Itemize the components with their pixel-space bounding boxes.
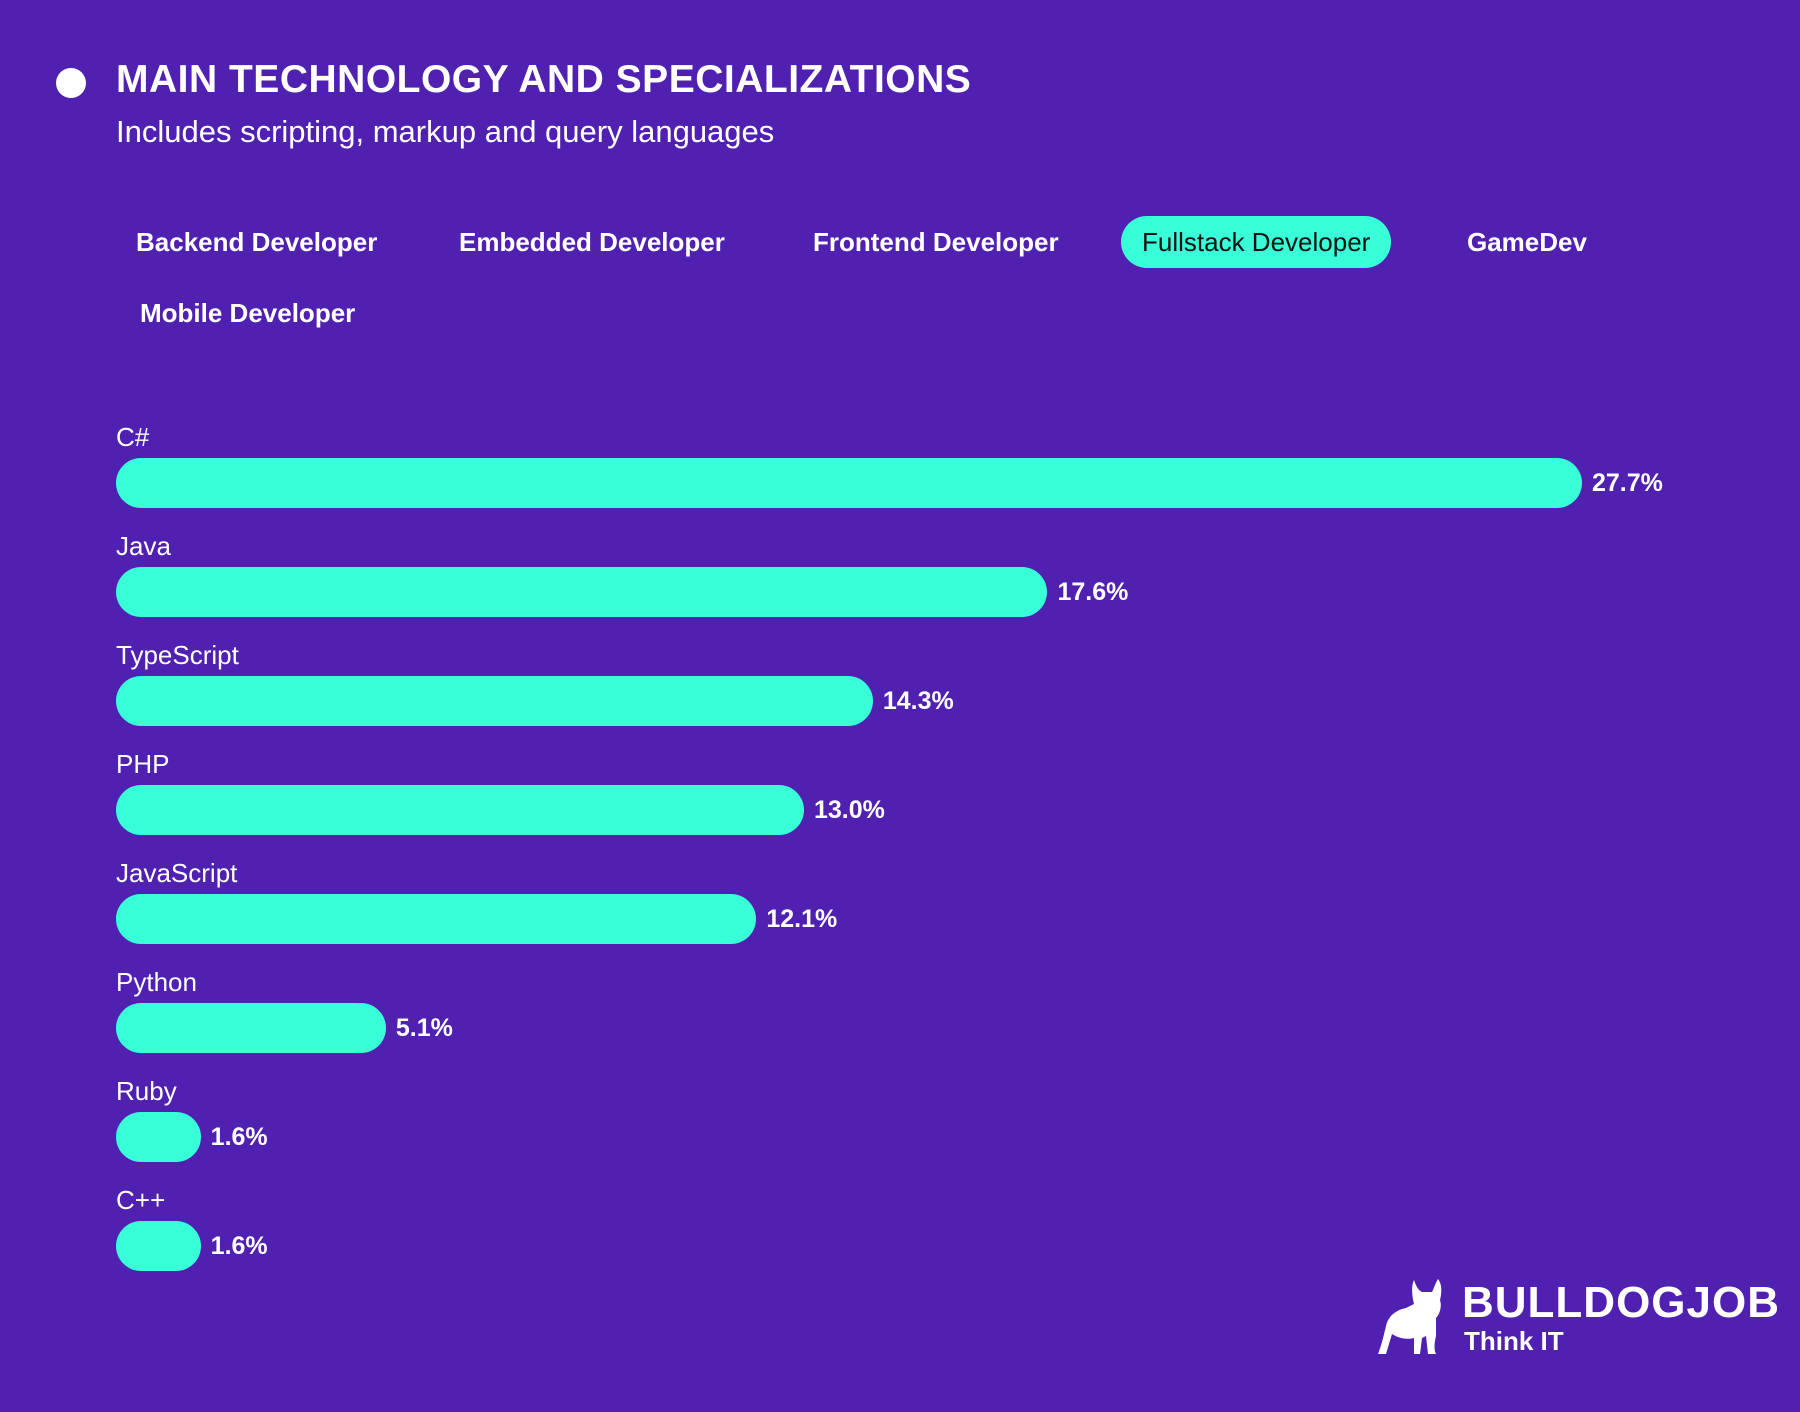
bar [116,1112,201,1162]
page-subtitle: Includes scripting, markup and query lan… [116,114,775,149]
bar [116,567,1048,617]
bar [116,1221,201,1271]
tab-fullstack-developer[interactable]: Fullstack Developer [1121,216,1392,268]
tab-embedded-developer[interactable]: Embedded Developer [459,227,725,257]
page-title: MAIN TECHNOLOGY AND SPECIALIZATIONS [116,58,972,101]
value-label: 13.0% [814,796,885,824]
value-label: 1.6% [210,1232,268,1260]
category-label: Java [116,531,171,561]
category-label: JavaScript [116,858,238,888]
bar [116,785,804,835]
value-label: 14.3% [882,687,954,715]
bar [116,1003,386,1053]
value-label: 12.1% [766,905,838,933]
title-bullet-icon [56,68,86,98]
category-label: C# [116,422,150,452]
value-label: 5.1% [395,1014,453,1042]
bar [116,894,757,944]
tab-backend-developer[interactable]: Backend Developer [136,227,378,257]
category-label: Python [116,967,197,997]
value-label: 27.7% [1592,469,1663,497]
value-label: 17.6% [1057,578,1129,606]
brand-name: BULLDOGJOB [1462,1278,1780,1327]
bulldog-logo-icon [1378,1279,1442,1354]
category-label: TypeScript [116,640,239,670]
category-label: C++ [116,1185,166,1215]
category-label: Ruby [116,1076,177,1106]
tab-frontend-developer[interactable]: Frontend Developer [813,227,1059,257]
bar [116,676,873,726]
category-label: PHP [116,749,170,779]
brand-tagline: Think IT [1464,1326,1564,1356]
tab-mobile-developer[interactable]: Mobile Developer [140,298,356,328]
value-label: 1.6% [210,1123,268,1151]
bar [116,458,1582,508]
tab-gamedev[interactable]: GameDev [1467,227,1587,257]
